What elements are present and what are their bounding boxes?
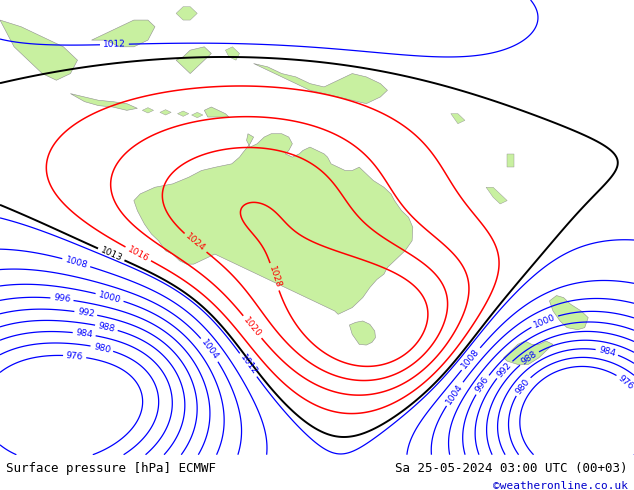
- Text: 1012: 1012: [103, 40, 126, 49]
- Polygon shape: [142, 108, 153, 113]
- Text: 1020: 1020: [242, 315, 263, 339]
- Text: 992: 992: [495, 360, 514, 379]
- Polygon shape: [134, 134, 413, 314]
- Polygon shape: [349, 321, 375, 345]
- Text: 1008: 1008: [64, 255, 89, 270]
- Text: 996: 996: [53, 294, 71, 304]
- Text: 988: 988: [519, 349, 539, 367]
- Polygon shape: [70, 94, 138, 110]
- Text: ©weatheronline.co.uk: ©weatheronline.co.uk: [493, 481, 628, 490]
- Polygon shape: [503, 341, 553, 365]
- Text: 1008: 1008: [460, 347, 482, 370]
- Polygon shape: [160, 110, 171, 115]
- Polygon shape: [178, 111, 189, 116]
- Text: 1004: 1004: [444, 382, 465, 406]
- Polygon shape: [176, 47, 211, 74]
- Polygon shape: [0, 20, 77, 80]
- Text: 988: 988: [97, 321, 116, 334]
- Text: 980: 980: [93, 342, 112, 355]
- Text: 1016: 1016: [126, 245, 150, 263]
- Polygon shape: [486, 187, 507, 204]
- Text: 992: 992: [77, 307, 95, 319]
- Polygon shape: [176, 7, 197, 20]
- Text: 976: 976: [66, 351, 84, 362]
- Text: 976: 976: [616, 373, 634, 391]
- Text: 1024: 1024: [184, 232, 207, 254]
- Polygon shape: [226, 47, 240, 60]
- Text: 996: 996: [474, 375, 491, 394]
- Text: Sa 25-05-2024 03:00 UTC (00+03): Sa 25-05-2024 03:00 UTC (00+03): [395, 462, 628, 475]
- Polygon shape: [451, 114, 465, 123]
- Text: Surface pressure [hPa] ECMWF: Surface pressure [hPa] ECMWF: [6, 462, 216, 475]
- Text: 980: 980: [514, 377, 531, 396]
- Text: 1000: 1000: [532, 312, 557, 329]
- Text: 1004: 1004: [200, 338, 220, 362]
- Text: 1013: 1013: [99, 245, 124, 263]
- Polygon shape: [550, 295, 588, 330]
- Text: 1000: 1000: [98, 290, 122, 305]
- Text: 1012: 1012: [238, 353, 259, 377]
- Text: 1028: 1028: [267, 265, 282, 289]
- Text: 984: 984: [75, 328, 93, 340]
- Polygon shape: [254, 64, 387, 104]
- Polygon shape: [507, 154, 514, 167]
- Polygon shape: [191, 112, 203, 118]
- Polygon shape: [91, 20, 155, 47]
- Text: 984: 984: [598, 345, 616, 358]
- Polygon shape: [204, 107, 229, 117]
